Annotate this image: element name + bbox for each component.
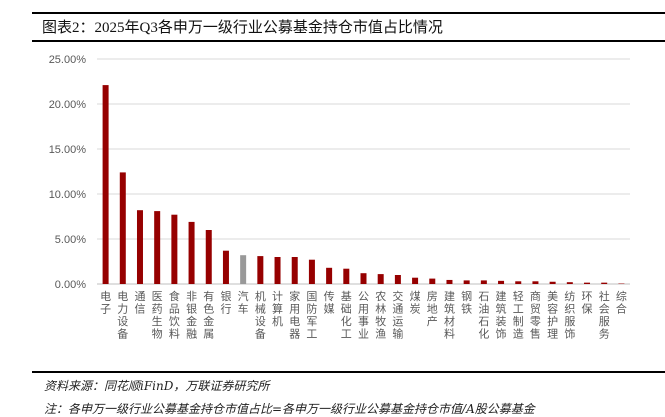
x-tick-label: 农林牧渔 [375,289,386,341]
bar [412,278,418,284]
x-tick-label: 基础化工 [341,290,352,341]
bar [171,215,177,284]
x-tick-label: 纺织服饰 [564,289,575,341]
x-tick-label: 石油石化 [478,290,489,341]
x-tick-label: 煤炭 [410,290,421,316]
bar [257,256,263,284]
bar [584,283,590,284]
y-tick-label: 15.00% [49,144,87,156]
bar [275,257,281,284]
y-tick-label: 25.00% [49,54,87,66]
bar [515,281,521,284]
x-tick-label: 商贸零售 [530,289,541,341]
bar [137,210,143,284]
x-tick-label: 环保 [582,290,593,316]
bar [103,85,109,284]
x-tick-label: 医药生物 [152,290,163,341]
y-tick-label: 20.00% [49,99,87,111]
x-tick-label: 有色金属 [203,289,214,341]
bar [223,251,229,284]
bar [429,279,435,284]
x-tick-label: 银行 [220,289,231,316]
x-tick-label: 通信 [134,290,145,316]
bar [343,269,349,284]
x-tick-label: 家用电器 [289,289,300,341]
bar [189,222,195,284]
bar [532,281,538,284]
bar [395,275,401,284]
x-tick-label: 建筑装饰 [496,289,507,341]
y-tick-label: 5.00% [55,234,86,246]
x-tick-label: 美容护理 [547,290,558,341]
x-tick-label: 电力设备 [117,290,128,341]
bar [498,281,504,284]
x-tick-label: 计算机 [272,290,283,328]
x-tick-label: 汽车 [238,289,249,316]
x-tick-label: 国防军工 [306,290,317,341]
bar [326,268,332,284]
x-tick-label: 机械设备 [255,289,266,341]
bar [240,255,246,284]
bar [292,257,298,284]
bar [550,282,556,284]
footer-rule [32,371,665,373]
x-tick-label: 非银金融 [186,290,197,341]
x-tick-label: 交通运输 [392,289,403,341]
bar [601,283,607,284]
bar [361,273,367,284]
x-tick-label: 食品饮料 [169,289,180,341]
bar-chart: 0.00% 5.00% 10.00% 15.00% 20.00% 25.00% 电子电力设备… [0,0,665,372]
bar [309,260,315,284]
x-tick-label: 建筑材料 [444,289,455,341]
x-tick-label: 轻工制造 [513,289,524,341]
bar [154,211,160,284]
y-tick-label: 0.00% [55,279,86,291]
bar [481,280,487,284]
y-tick-label: 10.00% [49,189,87,201]
bar [206,230,212,284]
x-tick-label: 综合 [616,289,627,316]
x-tick-label: 房地产 [427,290,438,328]
bar [464,280,470,284]
x-tick-label: 社会服务 [599,289,610,341]
x-tick-label: 公用事业 [358,290,369,341]
x-tick-label: 传媒 [324,290,335,316]
bar [120,172,126,284]
note-text: 注：各申万一级行业公募基金持仓市值占比=各申万一级行业公募基金持仓市值/A股公募… [44,400,535,417]
source-text: 资料来源：同花顺iFinD，万联证券研究所 [44,377,269,394]
bar [378,274,384,284]
x-tick-label: 钢铁 [461,290,472,316]
bar [446,280,452,284]
x-tick-label: 电子 [100,290,111,316]
bar [567,282,573,284]
